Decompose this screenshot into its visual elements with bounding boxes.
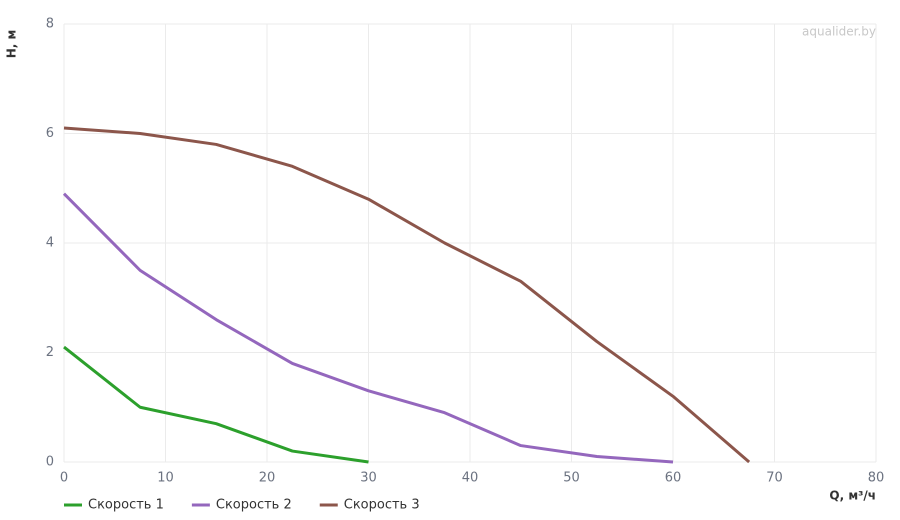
watermark: aqualider.by bbox=[802, 25, 876, 39]
x-tick-label: 10 bbox=[157, 471, 174, 486]
y-axis-label: H, м bbox=[5, 30, 19, 59]
x-tick-label: 30 bbox=[360, 471, 377, 486]
series-line bbox=[62, 192, 674, 464]
y-tick-label: 2 bbox=[46, 345, 54, 360]
x-axis-label: Q, м³/ч bbox=[829, 489, 876, 503]
series-line bbox=[63, 126, 751, 464]
x-tick-label: 20 bbox=[259, 471, 276, 486]
x-tick-label: 40 bbox=[462, 471, 479, 486]
x-tick-label: 70 bbox=[766, 471, 783, 486]
series-line bbox=[63, 345, 369, 464]
y-tick-label: 0 bbox=[46, 455, 54, 470]
legend-label: Скорость 3 bbox=[344, 498, 420, 513]
y-tick-label: 6 bbox=[46, 126, 54, 141]
legend-label: Скорость 1 bbox=[88, 498, 164, 513]
y-tick-label: 8 bbox=[46, 17, 54, 32]
x-tick-label: 60 bbox=[665, 471, 682, 486]
x-tick-label: 80 bbox=[868, 471, 885, 486]
x-tick-label: 0 bbox=[60, 471, 68, 486]
y-tick-label: 4 bbox=[46, 236, 54, 251]
x-tick-label: 50 bbox=[563, 471, 580, 486]
legend-label: Скорость 2 bbox=[216, 498, 292, 513]
